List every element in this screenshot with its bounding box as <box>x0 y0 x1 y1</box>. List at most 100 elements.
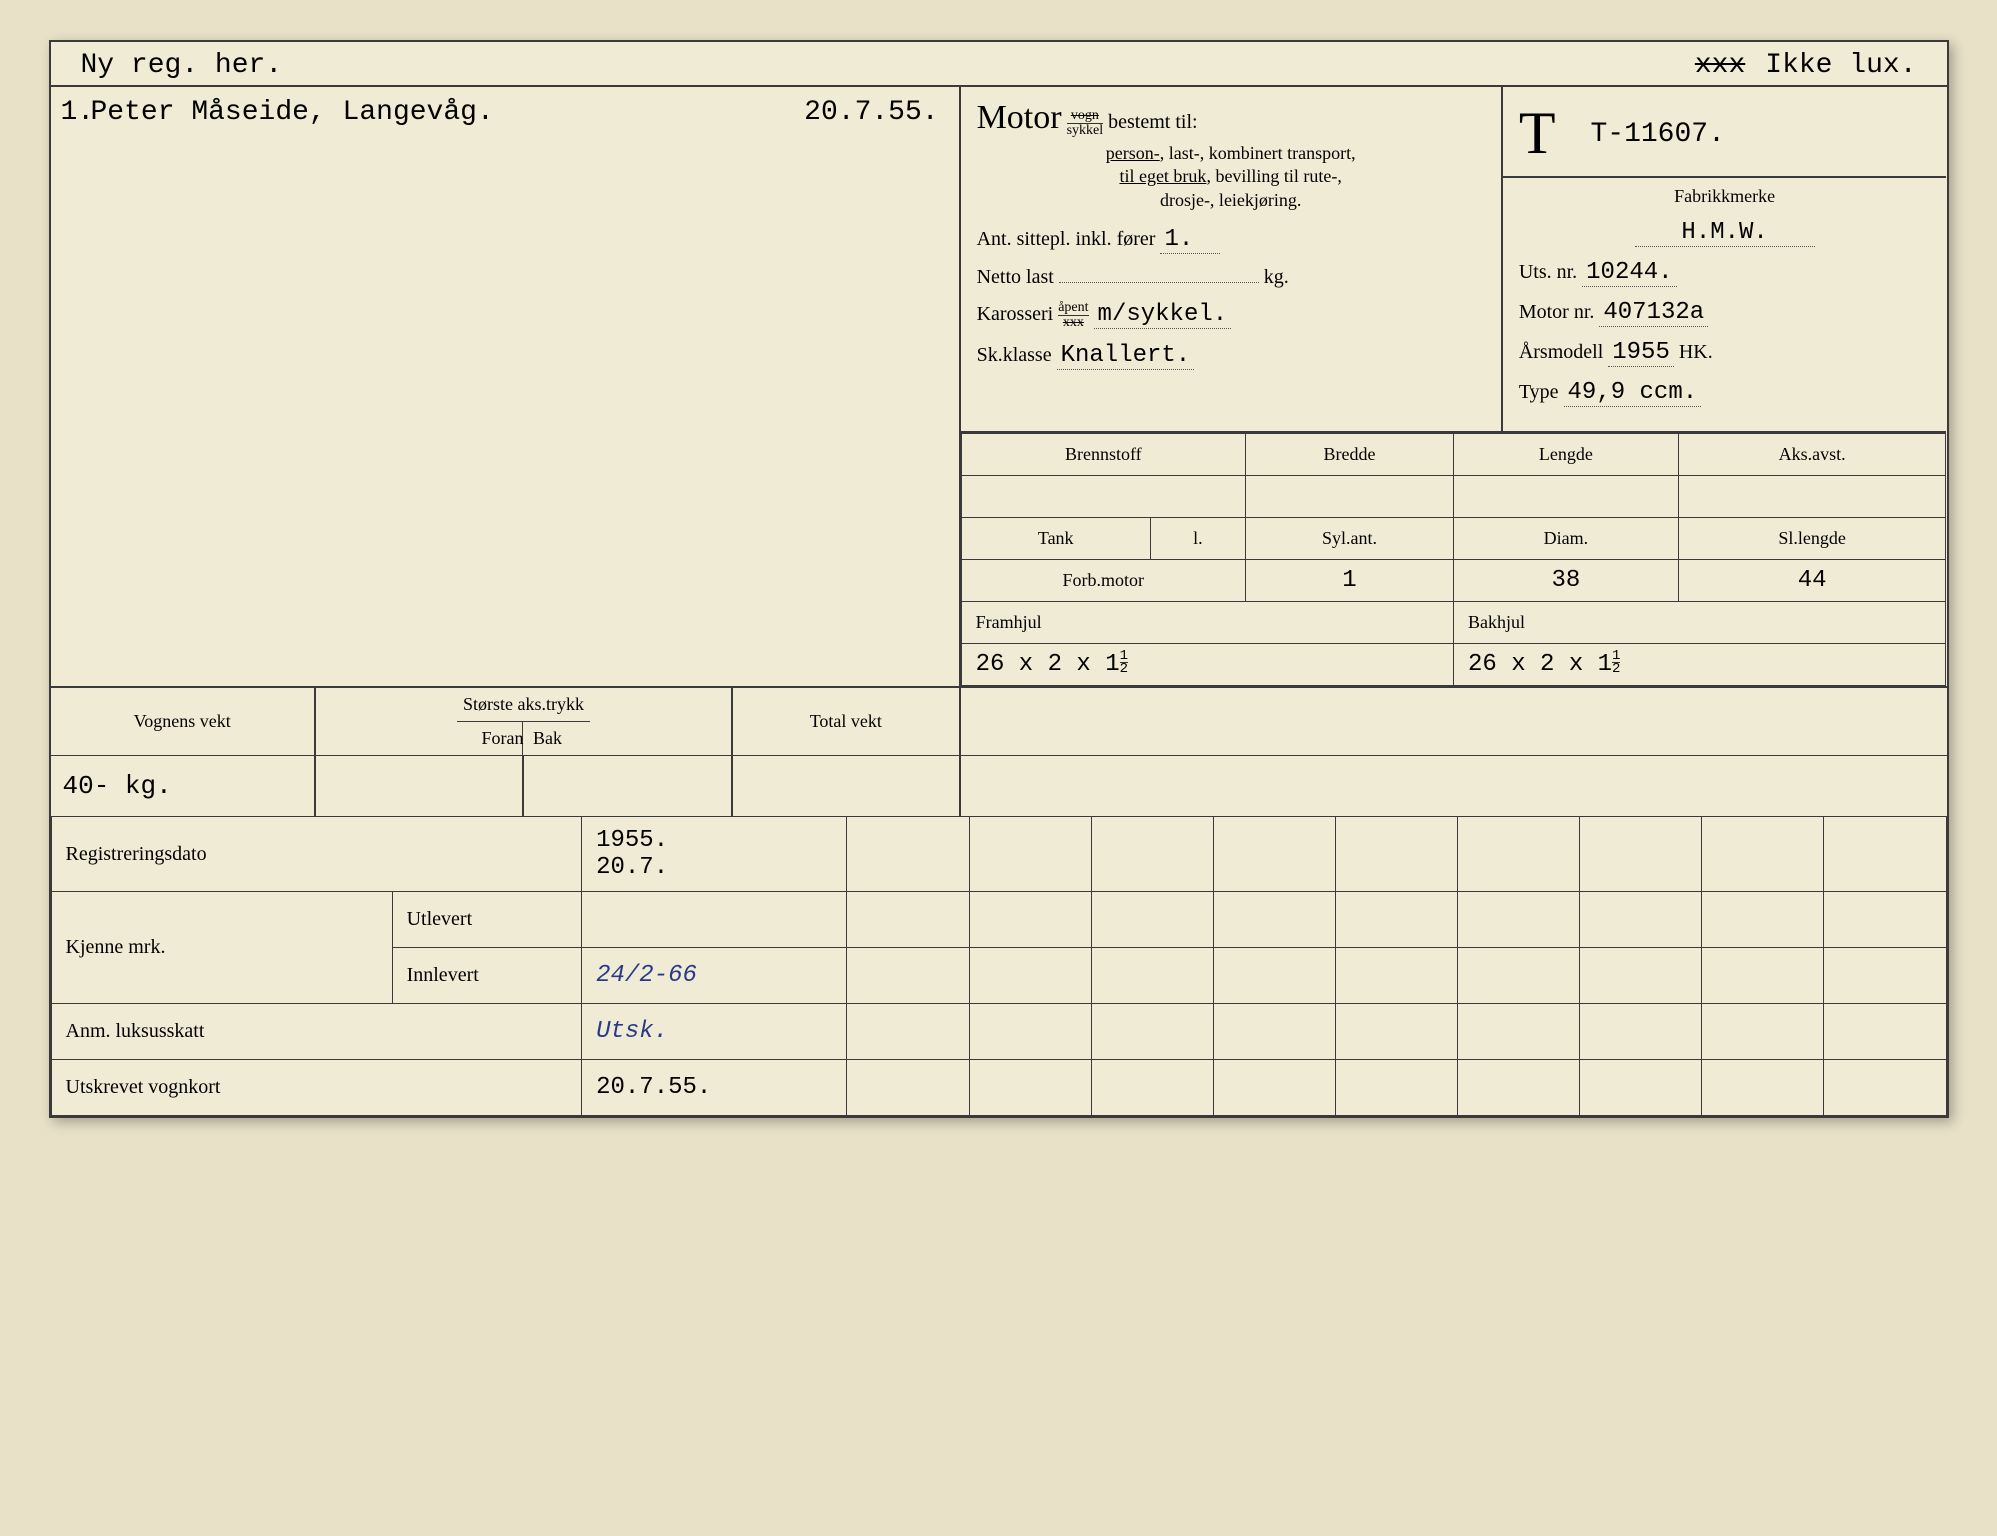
utlevert-row: Kjenne mrk. Utlevert <box>51 892 1946 948</box>
bottom-table: Registreringsdato 1955.20.7. Kjenne mrk.… <box>51 816 1947 1116</box>
vognens-label: Vognens vekt <box>51 688 316 755</box>
spec-row-1v <box>961 476 1946 518</box>
netto-val <box>1059 282 1259 283</box>
motornr-label: Motor nr. <box>1519 301 1595 323</box>
fabrikk-label: Fabrikkmerke <box>1519 186 1931 207</box>
header: Ny reg. her. xxx Ikke lux. <box>51 42 1947 85</box>
spec-r3a: Forb.motor <box>961 560 1245 602</box>
owner-name: Peter Måseide, Langevåg. <box>91 97 805 128</box>
spec-r3d: 44 <box>1678 560 1946 602</box>
motor-title: Motor <box>977 99 1062 136</box>
header-right: xxx Ikke lux. <box>1695 50 1917 81</box>
fabrikk-val: H.M.W. <box>1635 219 1815 247</box>
desc-line3: drosje-, leiekjøring. <box>1160 190 1301 210</box>
kaross-val: m/sykkel. <box>1094 301 1232 329</box>
netto-label: Netto last <box>977 266 1054 288</box>
desc-u2: til eget bruk <box>1119 166 1206 186</box>
uts-label: Uts. nr. <box>1519 261 1577 283</box>
type-val: 49,9 ccm. <box>1564 379 1702 407</box>
total-label: Total vekt <box>733 688 961 755</box>
seats-label: Ant. sittepl. inkl. fører <box>977 228 1156 250</box>
aarsmodell-label: Årsmodell <box>1519 341 1603 363</box>
foran-label: Foran <box>475 722 523 755</box>
netto-unit: kg. <box>1264 266 1289 288</box>
spec-table: Brennstoff Bredde Lengde Aks.avst. Tank … <box>961 433 1947 686</box>
spec-row-3: Forb.motor 1 38 44 <box>961 560 1946 602</box>
motor-sub: vogn sykkel <box>1067 109 1104 138</box>
anm-label: Anm. luksusskatt <box>51 1004 582 1060</box>
utskrevet-row: Utskrevet vognkort 20.7.55. <box>51 1060 1946 1116</box>
spec-h3: Lengde <box>1454 434 1679 476</box>
spec-r2d: Sl.lengde <box>1678 518 1946 560</box>
desc-u1: person- <box>1106 143 1160 163</box>
uts-line: Uts. nr. 10244. <box>1519 259 1931 287</box>
vognens-val: 40- kg. <box>51 756 316 816</box>
weight-headers: Vognens vekt Største aks.trykk Foran Bak… <box>51 688 1947 755</box>
owner-panel: 1. Peter Måseide, Langevåg. 20.7.55. <box>51 87 961 686</box>
regdato-label: Registreringsdato <box>51 817 582 892</box>
spec-r4a: Framhjul <box>961 602 1453 644</box>
anm-val: Utsk. <box>582 1004 847 1060</box>
skklasse-val: Knallert. <box>1057 342 1195 370</box>
uts-val: 10244. <box>1582 259 1676 287</box>
spec-r2a2: l. <box>1150 518 1245 560</box>
spec-row-4v: 26 x 2 x 112 26 x 2 x 112 <box>961 644 1946 686</box>
skklasse-line: Sk.klasse Knallert. <box>977 342 1485 370</box>
utskrevet-label: Utskrevet vognkort <box>51 1060 582 1116</box>
spec-r2b: Syl.ant. <box>1246 518 1454 560</box>
motor-sub-after: bestemt til: <box>1108 111 1197 133</box>
motornr-line: Motor nr. 407132a <box>1519 299 1931 327</box>
regdato-val: 1955.20.7. <box>582 817 847 892</box>
spec-r4b: Bakhjul <box>1454 602 1946 644</box>
anm-row: Anm. luksusskatt Utsk. <box>51 1004 1946 1060</box>
spec-r2c: Diam. <box>1454 518 1679 560</box>
aks-box: Største aks.trykk Foran Bak <box>316 688 733 755</box>
seats-val: 1. <box>1160 226 1220 254</box>
kaross-bot: xxx <box>1058 316 1088 330</box>
motor-heading: Motor vogn sykkel bestemt til: <box>977 99 1485 138</box>
type-label: Type <box>1519 381 1559 403</box>
desc-rest2: , bevilling til rute-, <box>1206 166 1341 186</box>
motor-sub-bot: sykkel <box>1067 124 1104 138</box>
spec-h1: Brennstoff <box>961 434 1245 476</box>
aarsmodell-val: 1955 <box>1608 339 1674 367</box>
kaross-top: åpent <box>1058 301 1088 316</box>
right-panel: Motor vogn sykkel bestemt til: person-, … <box>961 87 1947 686</box>
header-left: Ny reg. her. <box>81 50 1695 81</box>
kaross-line: Karosseri åpent xxx m/sykkel. <box>977 301 1485 330</box>
spec-r3c: 38 <box>1454 560 1679 602</box>
spec-r4bv: 26 x 2 x 112 <box>1454 644 1946 686</box>
spec-r4av: 26 x 2 x 112 <box>961 644 1453 686</box>
innlevert-label: Innlevert <box>392 948 582 1004</box>
spec-h2: Bredde <box>1246 434 1454 476</box>
spec-row-2: Tank l. Syl.ant. Diam. Sl.lengde <box>961 518 1946 560</box>
seats-line: Ant. sittepl. inkl. fører 1. <box>977 226 1485 254</box>
bak-label: Bak <box>523 722 571 755</box>
spec-r3b: 1 <box>1246 560 1454 602</box>
header-text: Ikke lux. <box>1765 50 1916 81</box>
aarsmodell-line: Årsmodell 1955 HK. <box>1519 339 1931 367</box>
regdato-row: Registreringsdato 1955.20.7. <box>51 817 1946 892</box>
hk-label: HK. <box>1679 341 1713 363</box>
registration-card: Ny reg. her. xxx Ikke lux. 1. Peter Måse… <box>49 40 1949 1118</box>
right-top: Motor vogn sykkel bestemt til: person-, … <box>961 87 1947 433</box>
utlevert-label: Utlevert <box>392 892 582 948</box>
main-row: 1. Peter Måseide, Langevåg. 20.7.55. Mot… <box>51 85 1947 686</box>
desc-mid1: , last-, kombinert transport, <box>1160 143 1356 163</box>
aks-label: Største aks.trykk <box>457 688 590 722</box>
netto-line: Netto last kg. <box>977 266 1485 289</box>
header-strike: xxx <box>1695 50 1745 81</box>
reg-top: T T-11607. <box>1519 99 1931 168</box>
spec-r2a: Tank <box>961 518 1150 560</box>
spec-row-4h: Framhjul Bakhjul <box>961 602 1946 644</box>
weight-block: Vognens vekt Største aks.trykk Foran Bak… <box>51 686 1947 816</box>
weight-values: 40- kg. <box>51 755 1947 816</box>
type-line: Type 49,9 ccm. <box>1519 379 1931 407</box>
spec-row-1: Brennstoff Bredde Lengde Aks.avst. <box>961 434 1946 476</box>
motor-box: Motor vogn sykkel bestemt til: person-, … <box>961 87 1503 431</box>
motor-sub-top: vogn <box>1067 109 1104 124</box>
owner-num: 1. <box>61 97 91 128</box>
owner-date: 20.7.55. <box>804 97 938 128</box>
utskrevet-val: 20.7.55. <box>582 1060 847 1116</box>
kaross-frac: åpent xxx <box>1058 301 1088 330</box>
